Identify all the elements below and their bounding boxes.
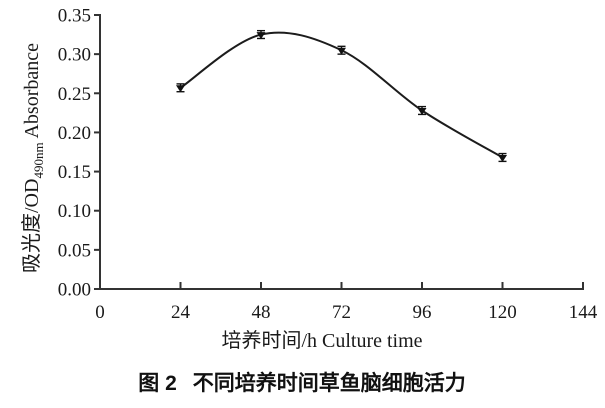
data-point-marker xyxy=(498,154,507,162)
figure-caption-number: 图 2 xyxy=(138,372,177,395)
data-point-marker xyxy=(417,108,427,116)
axis-lines xyxy=(99,14,584,290)
y-tick-label: 0.05 xyxy=(58,240,91,261)
absorbance-curve-series xyxy=(176,29,507,163)
x-tick-label: 48 xyxy=(252,302,271,323)
x-tick-label: 24 xyxy=(171,302,191,323)
figure-caption-title: 不同培养时间草鱼脑细胞活力 xyxy=(193,371,466,395)
y-axis-label-subscript: 490nm xyxy=(31,142,46,178)
x-tick-label: 72 xyxy=(332,302,351,323)
y-tick-label: 0.35 xyxy=(58,6,91,27)
x-tick-label: 0 xyxy=(95,302,105,323)
data-point-marker xyxy=(337,47,346,55)
y-tick-label: 0.20 xyxy=(58,123,91,144)
chart-axes: 0 24 48 72 96 120 144 0.00 0.05 0.10 0.15 0.20 0.25 0… xyxy=(58,6,598,324)
y-tick-label: 0.30 xyxy=(58,45,91,66)
x-tick-label: 144 xyxy=(569,302,598,323)
y-axis-label-suffix: Absorbance xyxy=(21,43,43,143)
data-point-marker xyxy=(176,85,185,93)
x-tick-label: 120 xyxy=(488,302,517,323)
x-axis-label: 培养时间/h Culture time xyxy=(221,329,422,352)
y-axis-label-prefix: 吸光度/OD xyxy=(20,179,43,273)
data-point-marker xyxy=(256,32,266,40)
y-tick-label: 0.25 xyxy=(58,84,91,105)
y-axis-label: 吸光度/OD490nm Absorbance xyxy=(20,43,46,273)
y-tick-label: 0.00 xyxy=(58,280,91,301)
x-tick-label: 96 xyxy=(413,302,432,323)
y-tick-label: 0.10 xyxy=(58,201,91,222)
figure-caption: 图 2 不同培养时间草鱼脑细胞活力 xyxy=(138,371,466,395)
y-tick-label: 0.15 xyxy=(58,162,91,183)
